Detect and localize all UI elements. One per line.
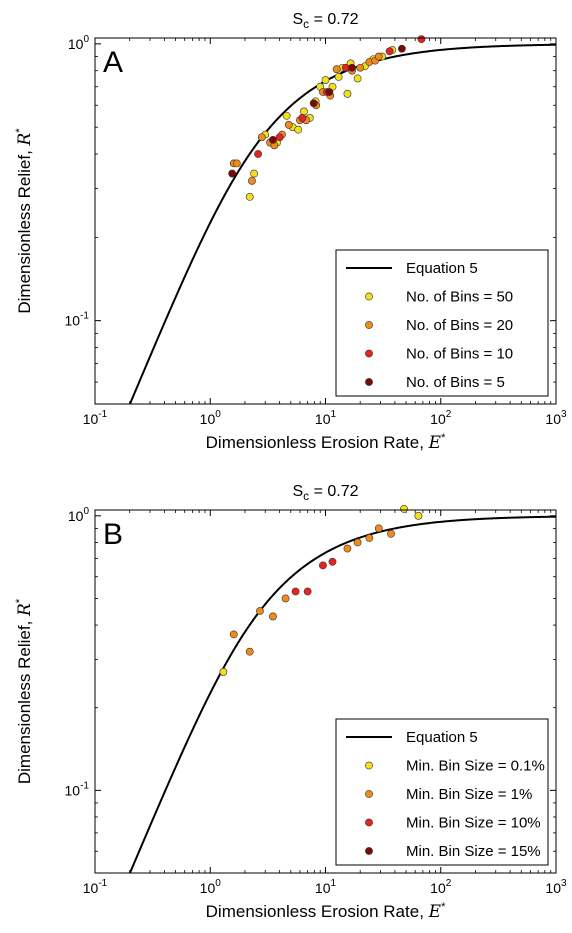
legend-marker xyxy=(365,818,373,827)
data-point-series-2 xyxy=(256,607,264,615)
x-tick-label: 100 xyxy=(200,409,222,427)
data-point-series-4 xyxy=(309,99,318,108)
data-point-series-3 xyxy=(298,114,307,122)
data-point-series-3 xyxy=(254,150,262,158)
legend-marker xyxy=(365,847,373,855)
data-point-series-1 xyxy=(282,111,291,120)
data-point-series-2 xyxy=(229,630,238,639)
plot-frame xyxy=(94,509,557,874)
x-tick-label: 10-1 xyxy=(83,409,108,427)
legend-label: Min. Bin Size = 0.1% xyxy=(406,758,545,775)
x-tick-label: 103 xyxy=(545,878,567,896)
data-point-series-2 xyxy=(353,538,362,547)
plot-frame xyxy=(94,37,557,405)
data-point-series-2 xyxy=(374,524,383,533)
legend-marker xyxy=(365,378,373,386)
data-point-series-2 xyxy=(332,65,341,74)
data-point-series-1 xyxy=(321,76,330,84)
y-axis-label: Dimensionless Relief, R* xyxy=(14,128,35,314)
x-tick-label: 101 xyxy=(315,878,337,896)
legend-label: Min. Bin Size = 10% xyxy=(406,815,541,832)
equation-5-curve xyxy=(128,515,556,873)
legend-marker xyxy=(365,761,373,770)
data-point-series-4 xyxy=(397,44,406,53)
x-tick-label: 102 xyxy=(430,409,452,427)
legend-label: No. of Bins = 20 xyxy=(406,317,513,334)
data-point-series-4 xyxy=(325,88,334,96)
legend: Equation 5 Min. Bin Size = 0.1% Min. Bin S… xyxy=(335,718,549,866)
data-point-series-4 xyxy=(348,63,356,72)
data-point-series-3 xyxy=(328,557,337,566)
data-point-series-1 xyxy=(353,74,362,83)
legend-label: Min. Bin Size = 1% xyxy=(406,786,532,803)
legend-marker xyxy=(365,790,373,798)
legend-label: No. of Bins = 10 xyxy=(406,346,513,363)
data-point-series-2 xyxy=(365,534,374,542)
data-point-series-1 xyxy=(300,107,308,116)
panel-letter: B xyxy=(103,518,123,551)
data-point-series-2 xyxy=(269,612,277,621)
data-point-series-3 xyxy=(291,587,300,596)
data-point-series-4 xyxy=(228,169,237,178)
data-point-series-2 xyxy=(257,133,266,142)
legend-marker xyxy=(365,321,373,329)
data-point-series-1 xyxy=(343,89,352,98)
y-tick-label: 10-1 xyxy=(65,780,90,798)
data-point-series-2 xyxy=(374,52,383,61)
x-tick-label: 10-1 xyxy=(83,878,108,896)
panel-letter: A xyxy=(103,46,123,79)
chart-panel-b: Sc = 0.72 10-1 100 101 102 103 10-1 100 Dimensio… xyxy=(14,483,567,922)
chart-title: Sc = 0.72 xyxy=(292,483,358,503)
x-tick-label: 100 xyxy=(200,878,222,896)
y-tick-label: 100 xyxy=(68,506,90,524)
x-axis-label: Dimensionless Erosion Rate, E* xyxy=(206,432,446,453)
data-point-series-2 xyxy=(248,176,256,185)
data-point-series-3 xyxy=(319,561,327,570)
chart-title: Sc = 0.72 xyxy=(292,11,358,31)
legend-marker xyxy=(365,292,373,301)
data-point-series-3 xyxy=(417,35,426,44)
data-point-series-1 xyxy=(245,192,254,201)
y-tick-label: 10-1 xyxy=(65,311,90,329)
x-tick-label: 101 xyxy=(315,409,337,427)
x-axis-label: Dimensionless Erosion Rate, E* xyxy=(206,901,446,922)
data-point-series-2 xyxy=(281,594,290,603)
legend-label: Equation 5 xyxy=(406,260,478,277)
chart-panel-a: Sc = 0.72 10-1 100 101 102 103 10-1 100 Dimensio… xyxy=(14,11,567,453)
data-point-series-2 xyxy=(284,120,293,129)
legend-label: No. of Bins = 50 xyxy=(406,289,513,306)
data-point-series-2 xyxy=(356,63,365,72)
legend-label: Equation 5 xyxy=(406,729,478,746)
data-point-series-3 xyxy=(275,133,284,142)
data-point-series-2 xyxy=(245,647,254,656)
data-point-series-1 xyxy=(250,169,258,178)
y-axis-label: Dimensionless Relief, R* xyxy=(14,598,35,784)
data-point-series-1 xyxy=(219,668,228,676)
data-point-series-1 xyxy=(414,511,423,520)
legend-marker xyxy=(365,349,373,358)
legend-label: No. of Bins = 5 xyxy=(406,374,505,391)
data-point-series-3 xyxy=(385,47,394,56)
data-point-series-4 xyxy=(269,135,277,144)
data-point-series-1 xyxy=(334,72,343,81)
data-point-series-2 xyxy=(232,159,241,168)
legend-label: Min. Bin Size = 15% xyxy=(406,843,541,860)
x-tick-label: 103 xyxy=(545,409,567,427)
data-point-series-2 xyxy=(387,529,395,538)
y-tick-label: 100 xyxy=(68,34,90,52)
data-point-series-3 xyxy=(303,587,312,596)
x-tick-label: 102 xyxy=(430,878,452,896)
data-point-series-1 xyxy=(400,504,408,513)
data-point-series-1 xyxy=(294,125,303,134)
data-point-series-2 xyxy=(343,544,352,553)
legend: Equation 5 No. of Bins = 50 No. of Bins = … xyxy=(335,249,549,397)
